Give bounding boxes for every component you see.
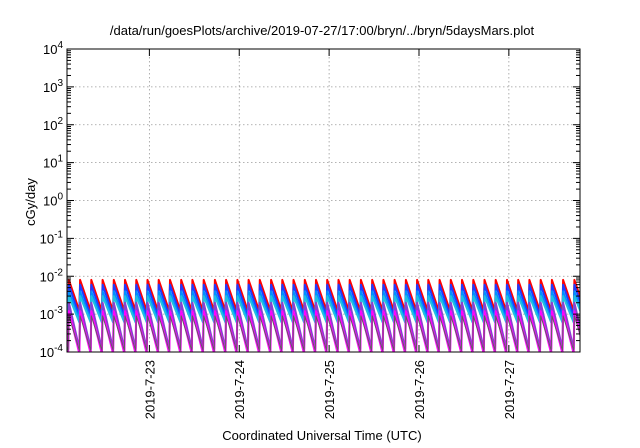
y-tick-label: 101 [43,154,63,171]
chart-title: /data/run/goesPlots/archive/2019-07-27/1… [110,23,535,38]
x-tick-label: 2019-7-24 [232,360,247,419]
x-axis-label: Coordinated Universal Time (UTC) [222,428,421,443]
y-tick-label: 10-1 [40,229,64,246]
series-line-7 [67,315,580,351]
x-tick-label: 2019-7-23 [142,360,157,419]
y-tick-label: 102 [43,116,63,133]
y-tick-label: 104 [43,40,63,57]
data-series [67,278,580,352]
axes: 104 103 102 101 100 10-1 10-2 10-3 10-4 2019-7-23… [40,40,580,419]
y-tick-label: 10-4 [40,343,64,360]
y-axis-label: cGy/day [23,178,38,226]
x-tick-label: 2019-7-26 [412,360,427,419]
y-tick-label: 103 [43,78,63,95]
x-tick-label: 2019-7-27 [502,360,517,419]
y-tick-label: 10-2 [40,267,64,284]
y-tick-label: 100 [43,192,63,209]
x-tick-label: 2019-7-25 [322,360,337,419]
y-tick-label: 10-3 [40,305,64,322]
